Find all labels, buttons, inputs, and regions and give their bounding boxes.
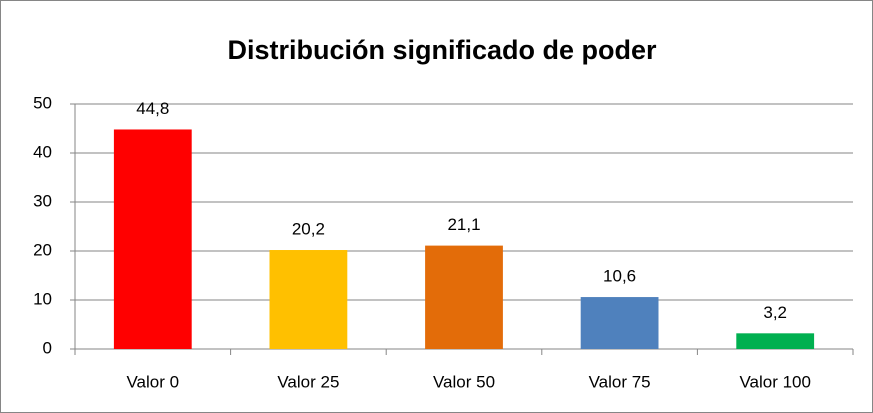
x-tick-label: Valor 50 bbox=[433, 372, 495, 391]
value-label: 20,2 bbox=[292, 220, 325, 239]
y-tick-label: 10 bbox=[33, 289, 52, 308]
x-tick-label: Valor 25 bbox=[277, 372, 339, 391]
bar bbox=[113, 129, 192, 349]
chart-title: Distribución significado de poder bbox=[227, 35, 657, 65]
value-label: 3,2 bbox=[763, 303, 787, 322]
y-tick-label: 20 bbox=[33, 240, 52, 259]
x-tick-label: Valor 0 bbox=[126, 372, 179, 391]
bar bbox=[736, 333, 815, 349]
bar bbox=[425, 245, 503, 349]
x-tick-label: Valor 75 bbox=[589, 372, 651, 391]
y-tick-label: 50 bbox=[33, 93, 52, 112]
value-label: 44,8 bbox=[136, 99, 169, 118]
value-label: 21,1 bbox=[447, 215, 480, 234]
x-tick-label: Valor 100 bbox=[739, 372, 811, 391]
y-tick-label: 0 bbox=[43, 338, 52, 357]
value-label: 10,6 bbox=[603, 267, 636, 286]
y-tick-label: 40 bbox=[33, 142, 52, 161]
bar bbox=[269, 250, 348, 349]
y-tick-label: 30 bbox=[33, 191, 52, 210]
bar bbox=[580, 297, 659, 349]
